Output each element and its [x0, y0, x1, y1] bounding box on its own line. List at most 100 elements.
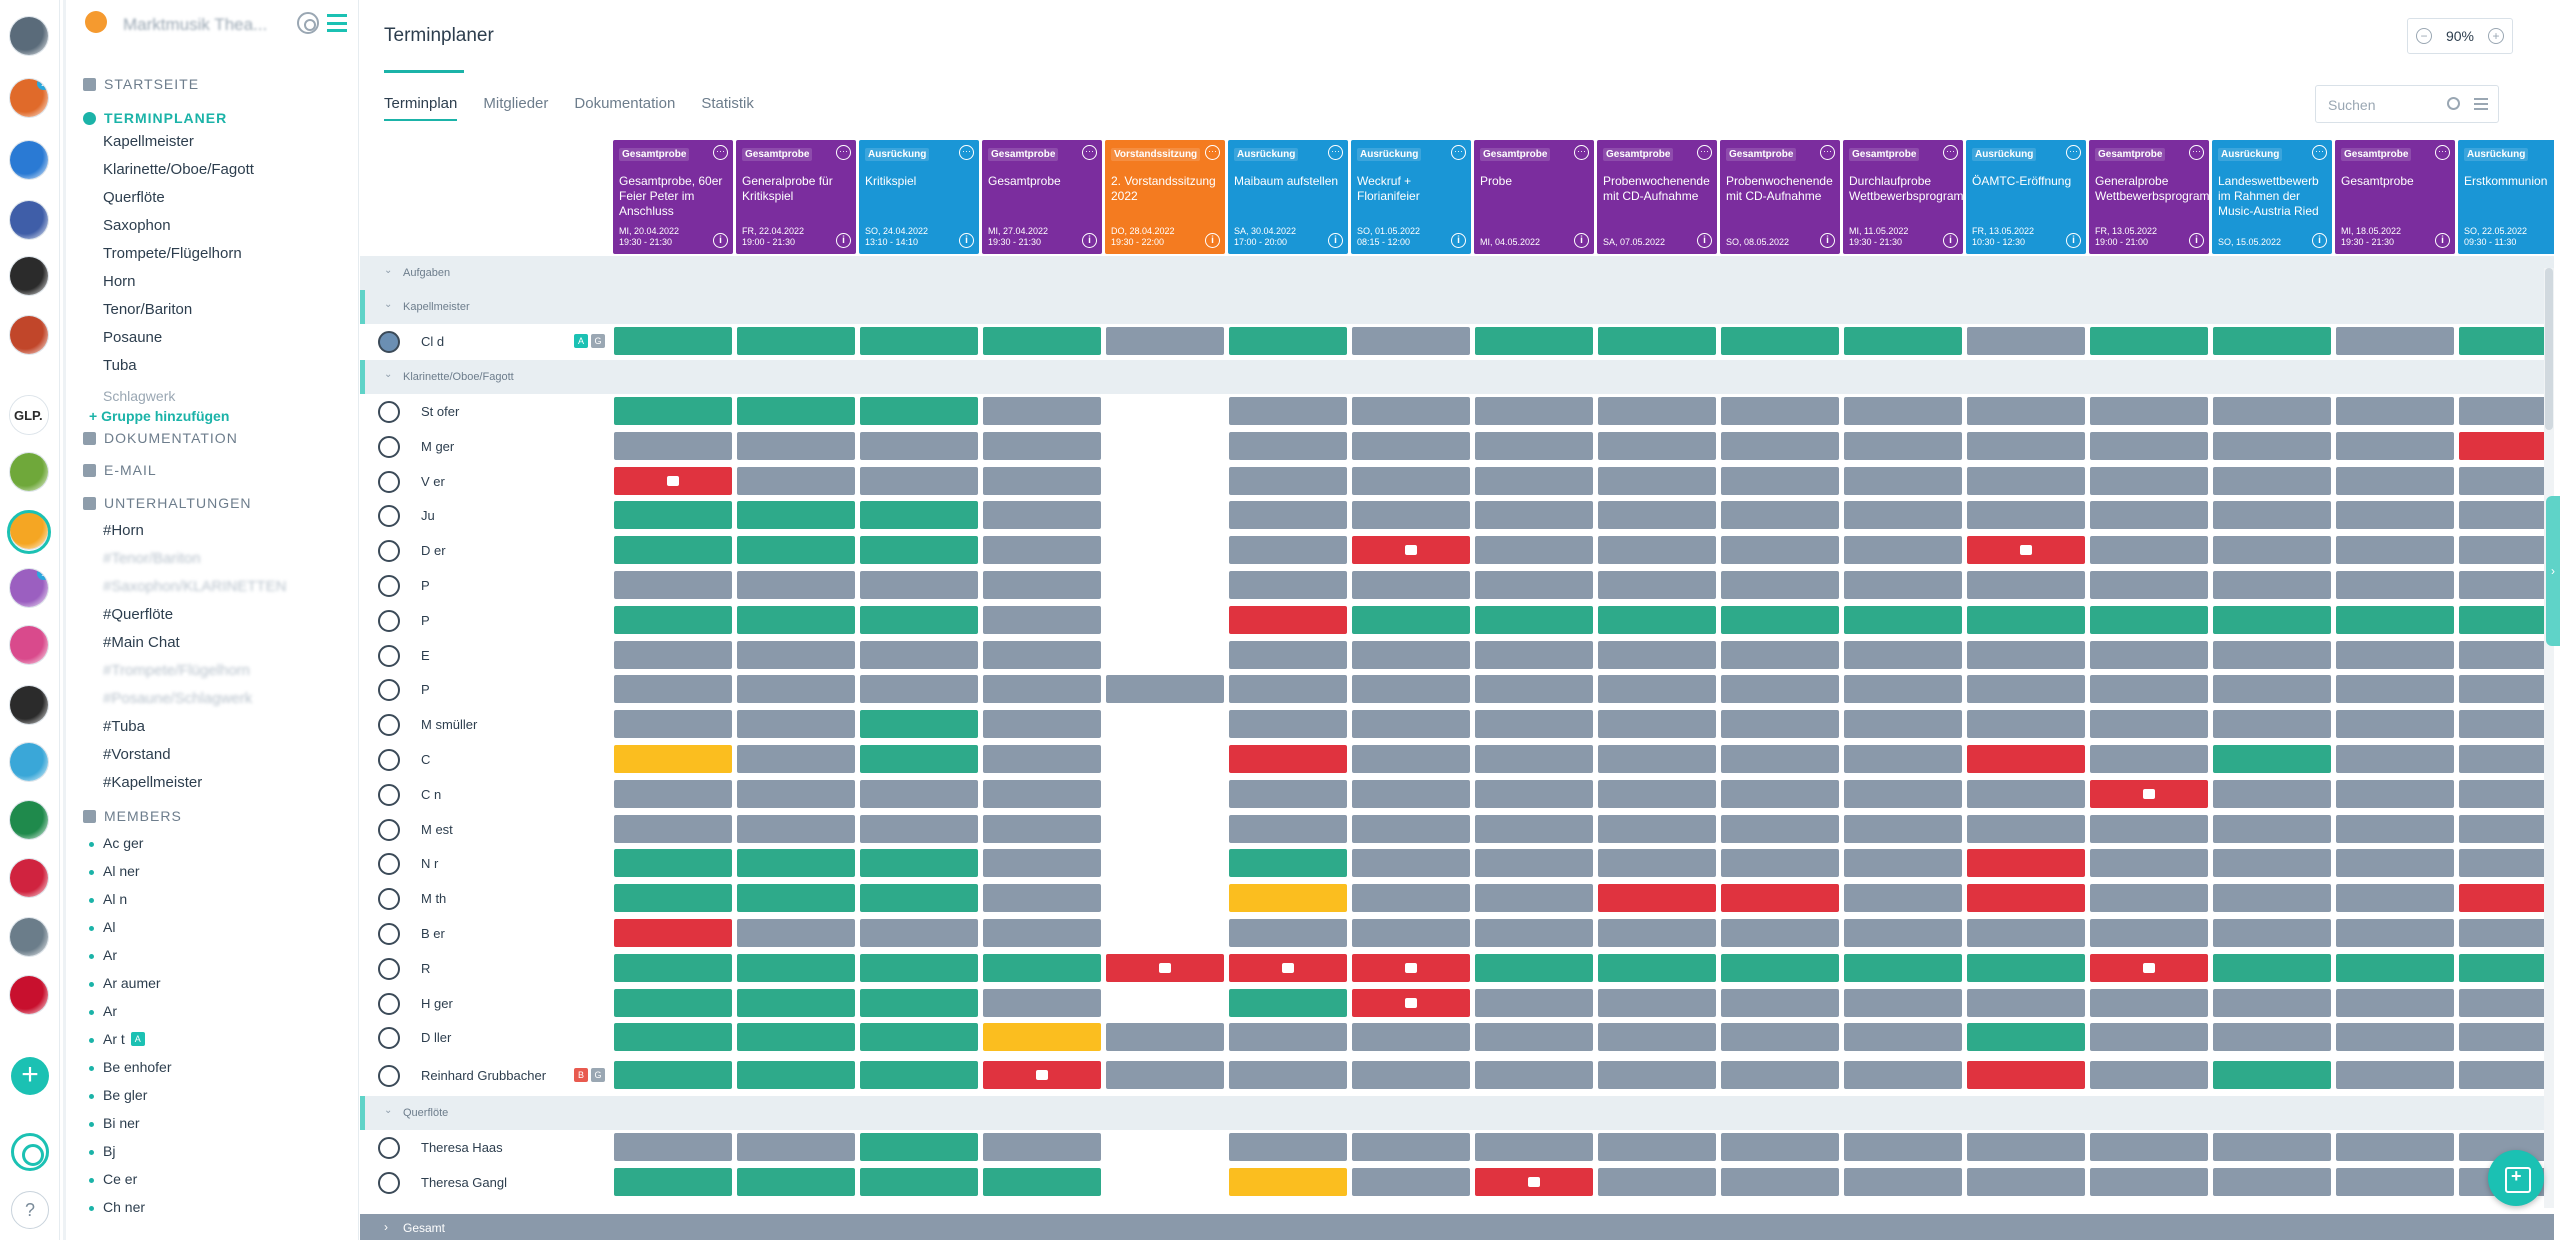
more-options-icon[interactable]: ···: [1082, 145, 1097, 160]
nav-group-item[interactable]: Kapellmeister: [103, 133, 194, 150]
attendance-cell[interactable]: [860, 710, 978, 739]
nav-group-schlagwerk[interactable]: Schlagwerk: [103, 388, 176, 404]
attendance-cell[interactable]: [983, 849, 1101, 878]
attendance-cell[interactable]: [1967, 536, 2085, 565]
attendance-cell[interactable]: [2336, 919, 2454, 947]
attendance-cell[interactable]: [1352, 431, 1470, 460]
workspace-avatar[interactable]: [9, 975, 49, 1015]
attendance-cell[interactable]: [737, 919, 855, 947]
attendance-cell[interactable]: [1106, 953, 1224, 982]
attendance-cell[interactable]: [2459, 919, 2554, 947]
attendance-cell[interactable]: [1844, 884, 1962, 913]
member-item[interactable]: Ac ger: [88, 835, 143, 851]
attendance-cell[interactable]: [1352, 849, 1470, 878]
attendance-cell[interactable]: [737, 571, 855, 599]
more-options-icon[interactable]: ···: [1943, 145, 1958, 160]
tab-statistik[interactable]: Statistik: [701, 95, 754, 112]
attendance-cell[interactable]: [1721, 327, 1839, 355]
attendance-cell[interactable]: [1352, 327, 1470, 355]
grid-scrollbar[interactable]: [2544, 268, 2554, 1208]
workspace-avatar[interactable]: [9, 16, 49, 56]
member-row[interactable]: [360, 1199, 610, 1202]
attendance-cell[interactable]: [860, 536, 978, 565]
attendance-cell[interactable]: [614, 884, 732, 913]
attendance-cell[interactable]: [983, 710, 1101, 739]
channel-item[interactable]: #Querflöte: [103, 606, 174, 623]
info-icon[interactable]: i: [2435, 233, 2450, 248]
attendance-cell[interactable]: [2213, 501, 2331, 530]
attendance-cell[interactable]: [737, 605, 855, 634]
attendance-cell[interactable]: [737, 710, 855, 739]
attendance-cell[interactable]: [860, 814, 978, 843]
member-row[interactable]: D er: [360, 533, 610, 568]
member-item[interactable]: Be enhofer: [89, 1059, 172, 1075]
attendance-cell[interactable]: [1229, 327, 1347, 355]
attendance-cell[interactable]: [1721, 1167, 1839, 1196]
attendance-cell[interactable]: [860, 640, 978, 669]
attendance-cell[interactable]: [2213, 397, 2331, 425]
attendance-cell[interactable]: [860, 605, 978, 634]
attendance-cell[interactable]: [1844, 431, 1962, 460]
attendance-cell[interactable]: [1721, 640, 1839, 669]
attendance-cell[interactable]: [1598, 571, 1716, 599]
attendance-cell[interactable]: [1844, 466, 1962, 495]
info-icon[interactable]: i: [959, 233, 974, 248]
nav-group-item[interactable]: Horn: [103, 273, 136, 290]
tab-terminplan[interactable]: Terminplan: [384, 95, 458, 121]
attendance-cell[interactable]: [1598, 605, 1716, 634]
attendance-cell[interactable]: [614, 849, 732, 878]
attendance-cell[interactable]: [2336, 849, 2454, 878]
attendance-cell[interactable]: [2336, 501, 2454, 530]
attendance-cell[interactable]: [2213, 431, 2331, 460]
attendance-cell[interactable]: [614, 640, 732, 669]
attendance-cell[interactable]: [1475, 536, 1593, 565]
attendance-cell[interactable]: [614, 571, 732, 599]
member-item[interactable]: Al n: [88, 891, 127, 907]
attendance-cell[interactable]: [1967, 953, 2085, 982]
attendance-cell[interactable]: [1352, 675, 1470, 704]
member-item[interactable]: Bi ner: [89, 1115, 140, 1131]
more-options-icon[interactable]: ···: [1451, 145, 1466, 160]
attendance-cell[interactable]: [1721, 571, 1839, 599]
event-header[interactable]: Gesamtprobe ··· Generalprobe Wettbewerbspr…: [2089, 140, 2220, 254]
attendance-cell[interactable]: [1475, 988, 1593, 1017]
attendance-cell[interactable]: [2213, 1133, 2331, 1161]
nav-group-item[interactable]: Saxophon: [103, 217, 171, 234]
attendance-cell[interactable]: [1475, 571, 1593, 599]
attendance-cell[interactable]: [1475, 953, 1593, 982]
workspace-avatar[interactable]: 1: [9, 568, 49, 608]
attendance-cell[interactable]: [2336, 779, 2454, 808]
attendance-cell[interactable]: [1229, 1167, 1347, 1196]
channel-item[interactable]: #Vorstand: [103, 746, 171, 763]
attendance-cell[interactable]: [1721, 919, 1839, 947]
attendance-cell[interactable]: [1352, 1023, 1470, 1052]
member-row[interactable]: M ger: [360, 428, 610, 463]
attendance-cell[interactable]: [1475, 640, 1593, 669]
attendance-cell[interactable]: [1967, 640, 2085, 669]
info-icon[interactable]: i: [1205, 233, 1220, 248]
attendance-cell[interactable]: [1475, 1167, 1593, 1196]
attendance-cell[interactable]: [737, 536, 855, 565]
info-icon[interactable]: i: [1451, 233, 1466, 248]
attendance-cell[interactable]: [2090, 675, 2208, 704]
attendance-cell[interactable]: [1106, 327, 1224, 355]
attendance-cell[interactable]: [737, 745, 855, 773]
attendance-cell[interactable]: [1598, 1061, 1716, 1089]
member-item[interactable]: Ar: [89, 1003, 117, 1019]
attendance-cell[interactable]: [1598, 675, 1716, 704]
attendance-cell[interactable]: [2090, 501, 2208, 530]
attendance-cell[interactable]: [2213, 953, 2331, 982]
add-group-button[interactable]: + Gruppe hinzufügen: [89, 408, 230, 424]
attendance-cell[interactable]: [737, 431, 855, 460]
attendance-cell[interactable]: [2213, 1023, 2331, 1052]
search-icon[interactable]: [2447, 97, 2460, 110]
member-row[interactable]: P: [360, 672, 610, 707]
attendance-cell[interactable]: [983, 397, 1101, 425]
member-item[interactable]: Ch ner: [88, 1199, 145, 1215]
attendance-cell[interactable]: [2459, 501, 2554, 530]
attendance-cell[interactable]: [1844, 988, 1962, 1017]
attendance-cell[interactable]: [1721, 605, 1839, 634]
more-options-icon[interactable]: ···: [1697, 145, 1712, 160]
info-icon[interactable]: i: [2066, 233, 2081, 248]
more-options-icon[interactable]: ···: [1205, 145, 1220, 160]
